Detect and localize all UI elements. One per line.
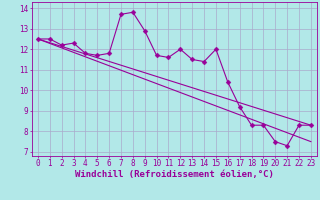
X-axis label: Windchill (Refroidissement éolien,°C): Windchill (Refroidissement éolien,°C) [75,170,274,179]
